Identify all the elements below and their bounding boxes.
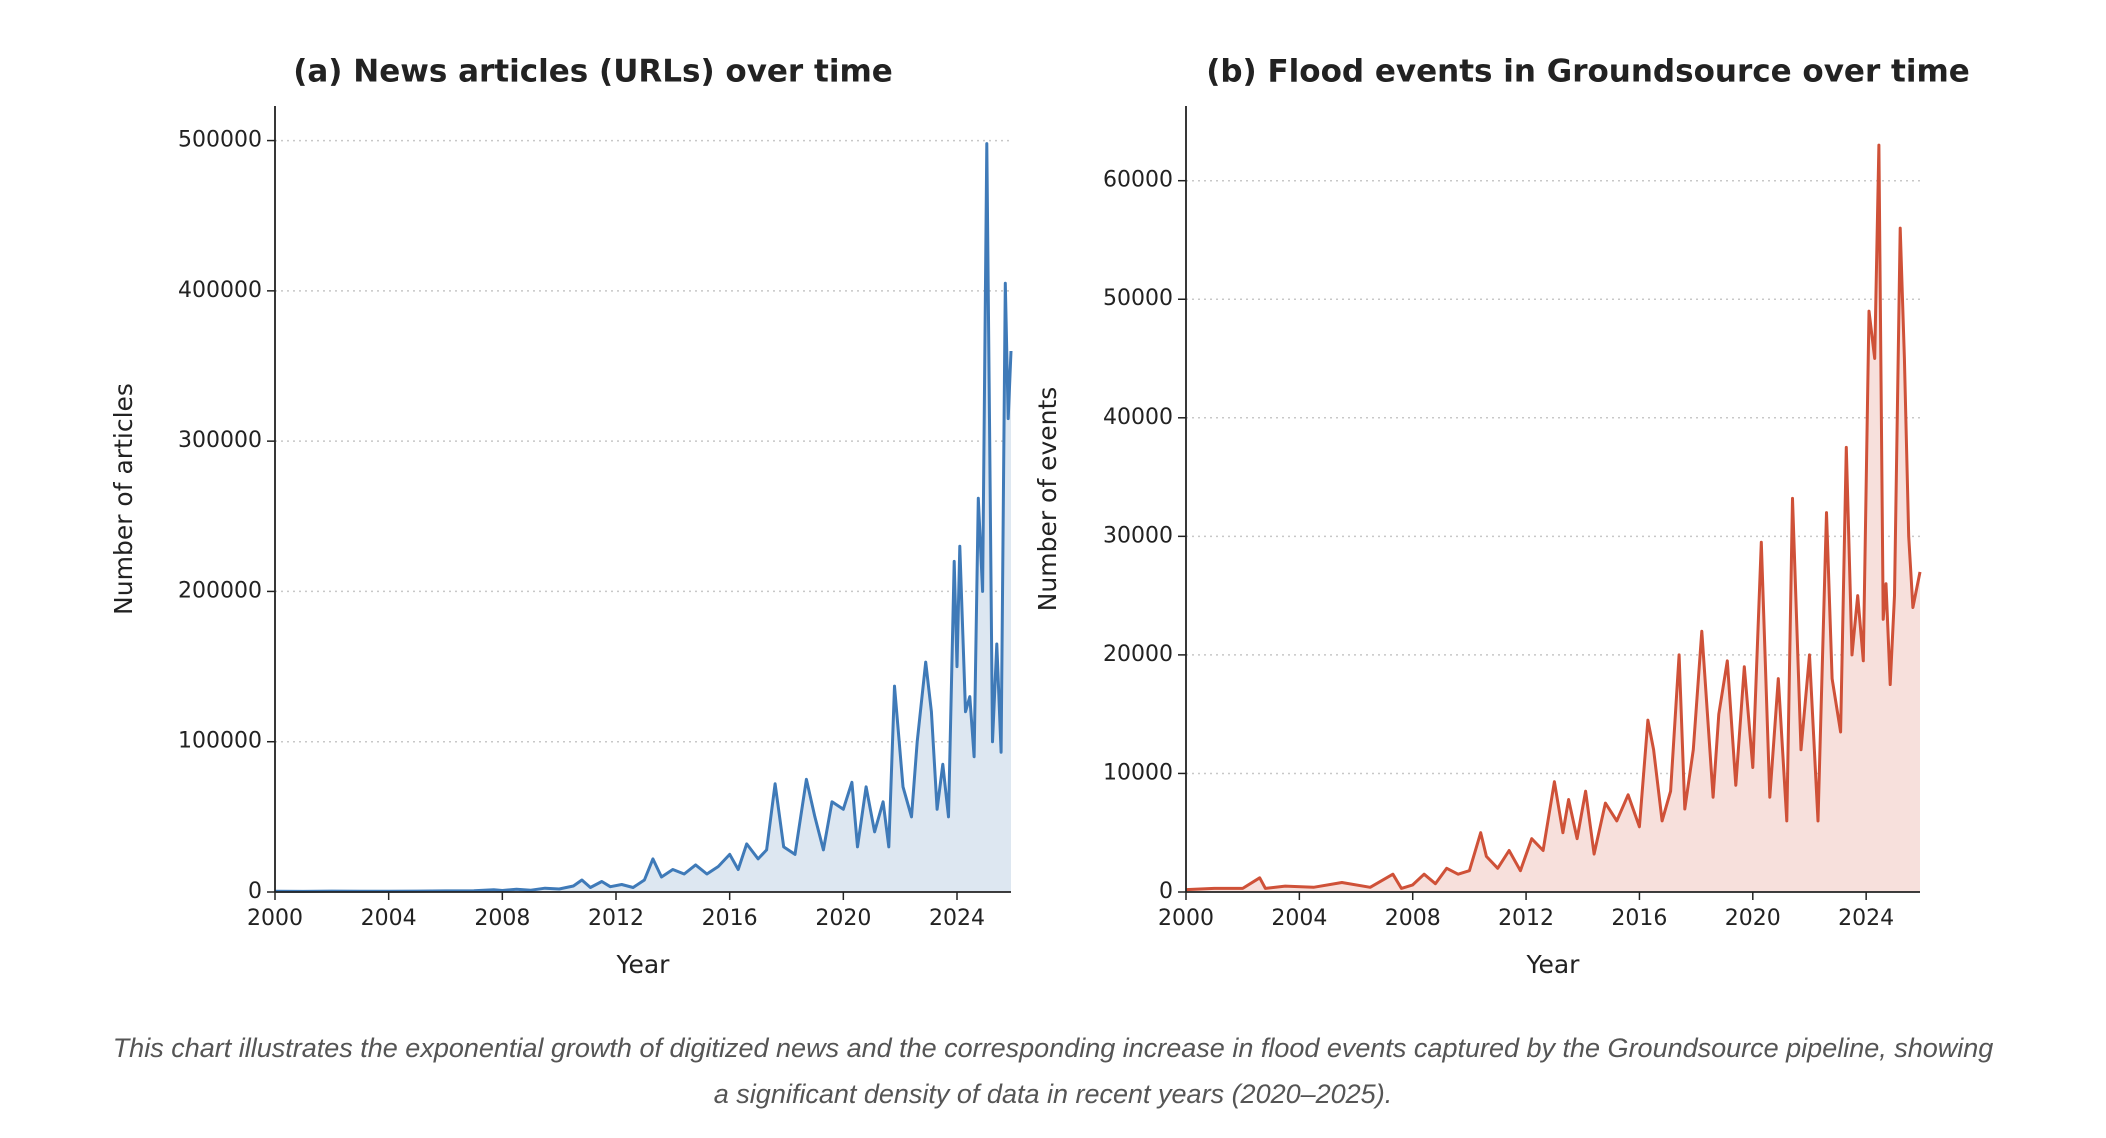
x-tick-label: 2008 — [1385, 906, 1441, 931]
x-tick-label: 2004 — [1271, 906, 1327, 931]
y-axis-label: Number of articles — [109, 383, 138, 615]
x-tick-label: 2020 — [815, 906, 871, 931]
x-tick-label: 2012 — [1498, 906, 1554, 931]
caption: This chart illustrates the exponential g… — [112, 1033, 1994, 1109]
x-tick-label: 2004 — [361, 906, 417, 931]
y-tick-label: 400000 — [178, 278, 262, 303]
chart-title: (b) Flood events in Groundsource over ti… — [1206, 54, 1970, 90]
y-tick-label: 500000 — [178, 128, 262, 153]
y-tick-label: 50000 — [1103, 286, 1173, 311]
x-axis-label: Year — [616, 950, 671, 979]
x-axis-label: Year — [1526, 950, 1581, 979]
x-tick-label: 2000 — [247, 906, 303, 931]
x-tick-label: 2024 — [929, 906, 985, 931]
area — [1186, 145, 1920, 893]
chart-title: (a) News articles (URLs) over time — [293, 54, 893, 90]
y-tick-label: 200000 — [178, 578, 262, 603]
y-tick-label: 0 — [248, 879, 262, 904]
y-axis-label: Number of events — [1033, 387, 1062, 612]
y-tick-label: 100000 — [178, 729, 262, 754]
y-tick-label: 30000 — [1103, 523, 1173, 548]
line — [1185, 143, 1922, 892]
x-tick-label: 2016 — [1611, 906, 1667, 931]
y-tick-label: 60000 — [1103, 168, 1173, 193]
line — [274, 142, 1013, 893]
x-tick-label: 2012 — [588, 906, 644, 931]
x-tick-label: 2000 — [1158, 906, 1214, 931]
charts: (a) News articles (URLs) over time Year Nu… — [109, 54, 1970, 980]
y-tick-label: 20000 — [1103, 642, 1173, 667]
y-tick-label: 40000 — [1103, 405, 1173, 430]
y-tick-label: 10000 — [1103, 760, 1173, 785]
x-tick-label: 2016 — [702, 906, 758, 931]
area — [275, 143, 1011, 893]
x-tick-label: 2008 — [474, 906, 530, 931]
x-tick-label: 2020 — [1725, 906, 1781, 931]
x-tick-label: 2024 — [1838, 906, 1894, 931]
y-tick-label: 0 — [1159, 879, 1173, 904]
y-tick-label: 300000 — [178, 428, 262, 453]
